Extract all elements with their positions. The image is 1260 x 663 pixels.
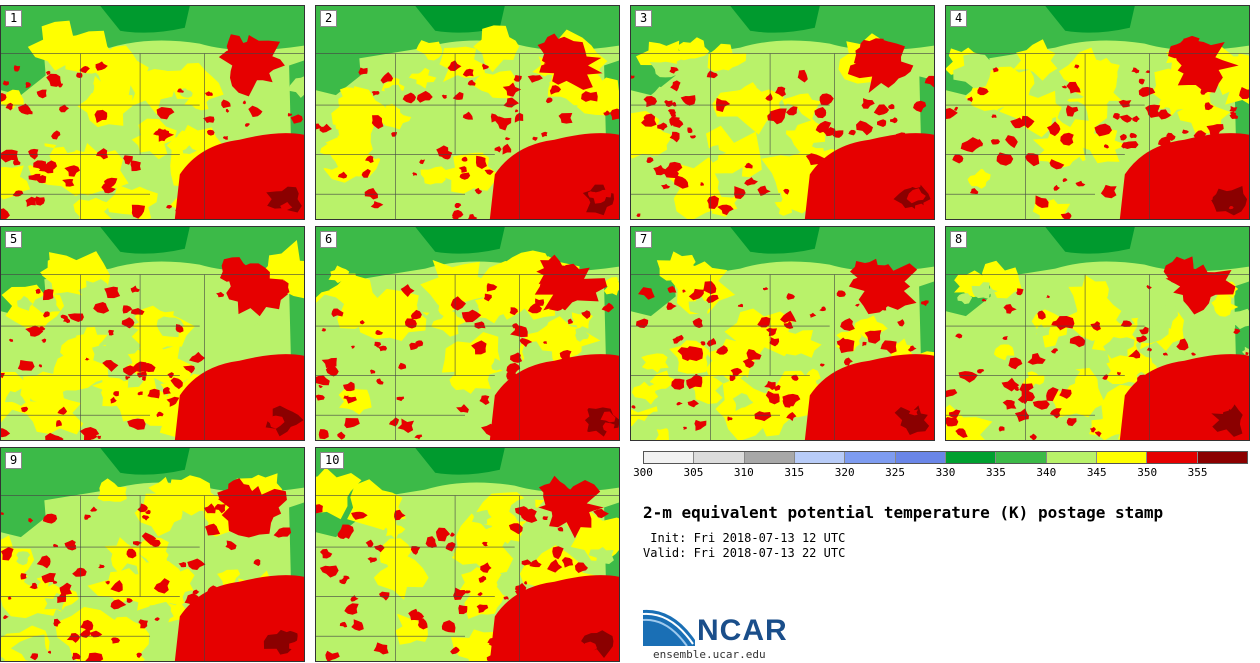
colorbar-swatch [845, 452, 896, 463]
colorbar-swatch [895, 452, 946, 463]
colorbar-swatch [945, 452, 997, 463]
ncar-logo-icon [643, 609, 695, 646]
ncar-logo-text: NCAR [697, 614, 788, 647]
colorbar-ticks: 300 305 310 315 320 325 330 335 340 345 350 355 [633, 466, 1248, 480]
plot-title: 2-m equivalent potential temperature (K)… [643, 503, 1164, 522]
colorbar-swatch [1096, 452, 1148, 463]
member-label: 1 [5, 10, 23, 27]
map-field [1, 448, 304, 661]
stamp-panel-4: 4 [945, 5, 1250, 220]
colorbar-tick-label: 315 [784, 466, 805, 479]
colorbar-tick-label: 330 [935, 466, 956, 479]
map-field [316, 6, 619, 219]
map-field [1, 6, 304, 219]
map-field [631, 227, 934, 440]
stamp-panel-3: 3 [630, 5, 935, 220]
stamp-panel-5: 5 [0, 226, 305, 441]
stamp-panel-10: 10 [315, 447, 620, 662]
colorbar-swatch [1197, 452, 1247, 463]
member-label: 4 [950, 10, 968, 27]
stamp-panel-8: 8 [945, 226, 1250, 441]
colorbar-tick-label: 345 [1086, 466, 1107, 479]
colorbar-tick-label: 325 [885, 466, 906, 479]
colorbar-tick-label: 350 [1137, 466, 1158, 479]
stamp-panel-1: 1 [0, 5, 305, 220]
member-label: 8 [950, 231, 968, 248]
map-field [1, 227, 304, 440]
member-label: 3 [635, 10, 653, 27]
colorbar-tick-label: 320 [834, 466, 855, 479]
stamp-panel-9: 9 [0, 447, 305, 662]
member-label: 9 [5, 452, 23, 469]
stamp-panel-6: 6 [315, 226, 620, 441]
valid-time: Valid: Fri 2018-07-13 22 UTC [643, 546, 846, 560]
map-field [631, 6, 934, 219]
colorbar-tick-label: 340 [1036, 466, 1057, 479]
init-time: Init: Fri 2018-07-13 12 UTC [643, 531, 846, 545]
stamp-panel-2: 2 [315, 5, 620, 220]
member-label: 6 [320, 231, 338, 248]
map-field [316, 448, 619, 661]
member-label: 2 [320, 10, 338, 27]
member-label: 10 [320, 452, 345, 469]
map-field [316, 227, 619, 440]
colorbar [643, 451, 1248, 464]
site-url: ensemble.ucar.edu [653, 648, 766, 661]
map-field [946, 227, 1249, 440]
colorbar-swatch [1147, 452, 1198, 463]
colorbar-swatch [744, 452, 795, 463]
colorbar-tick-label: 300 [633, 466, 653, 479]
colorbar-swatch [1046, 452, 1097, 463]
colorbar-swatch [694, 452, 745, 463]
colorbar-tick-label: 305 [683, 466, 704, 479]
member-label: 5 [5, 231, 23, 248]
stamp-panel-7: 7 [630, 226, 935, 441]
colorbar-swatch [644, 452, 695, 463]
colorbar-swatch [996, 452, 1047, 463]
map-field [946, 6, 1249, 219]
colorbar-tick-label: 355 [1187, 466, 1208, 479]
colorbar-tick-label: 310 [733, 466, 754, 479]
colorbar-swatch [794, 452, 846, 463]
colorbar-tick-label: 335 [985, 466, 1006, 479]
member-label: 7 [635, 231, 653, 248]
